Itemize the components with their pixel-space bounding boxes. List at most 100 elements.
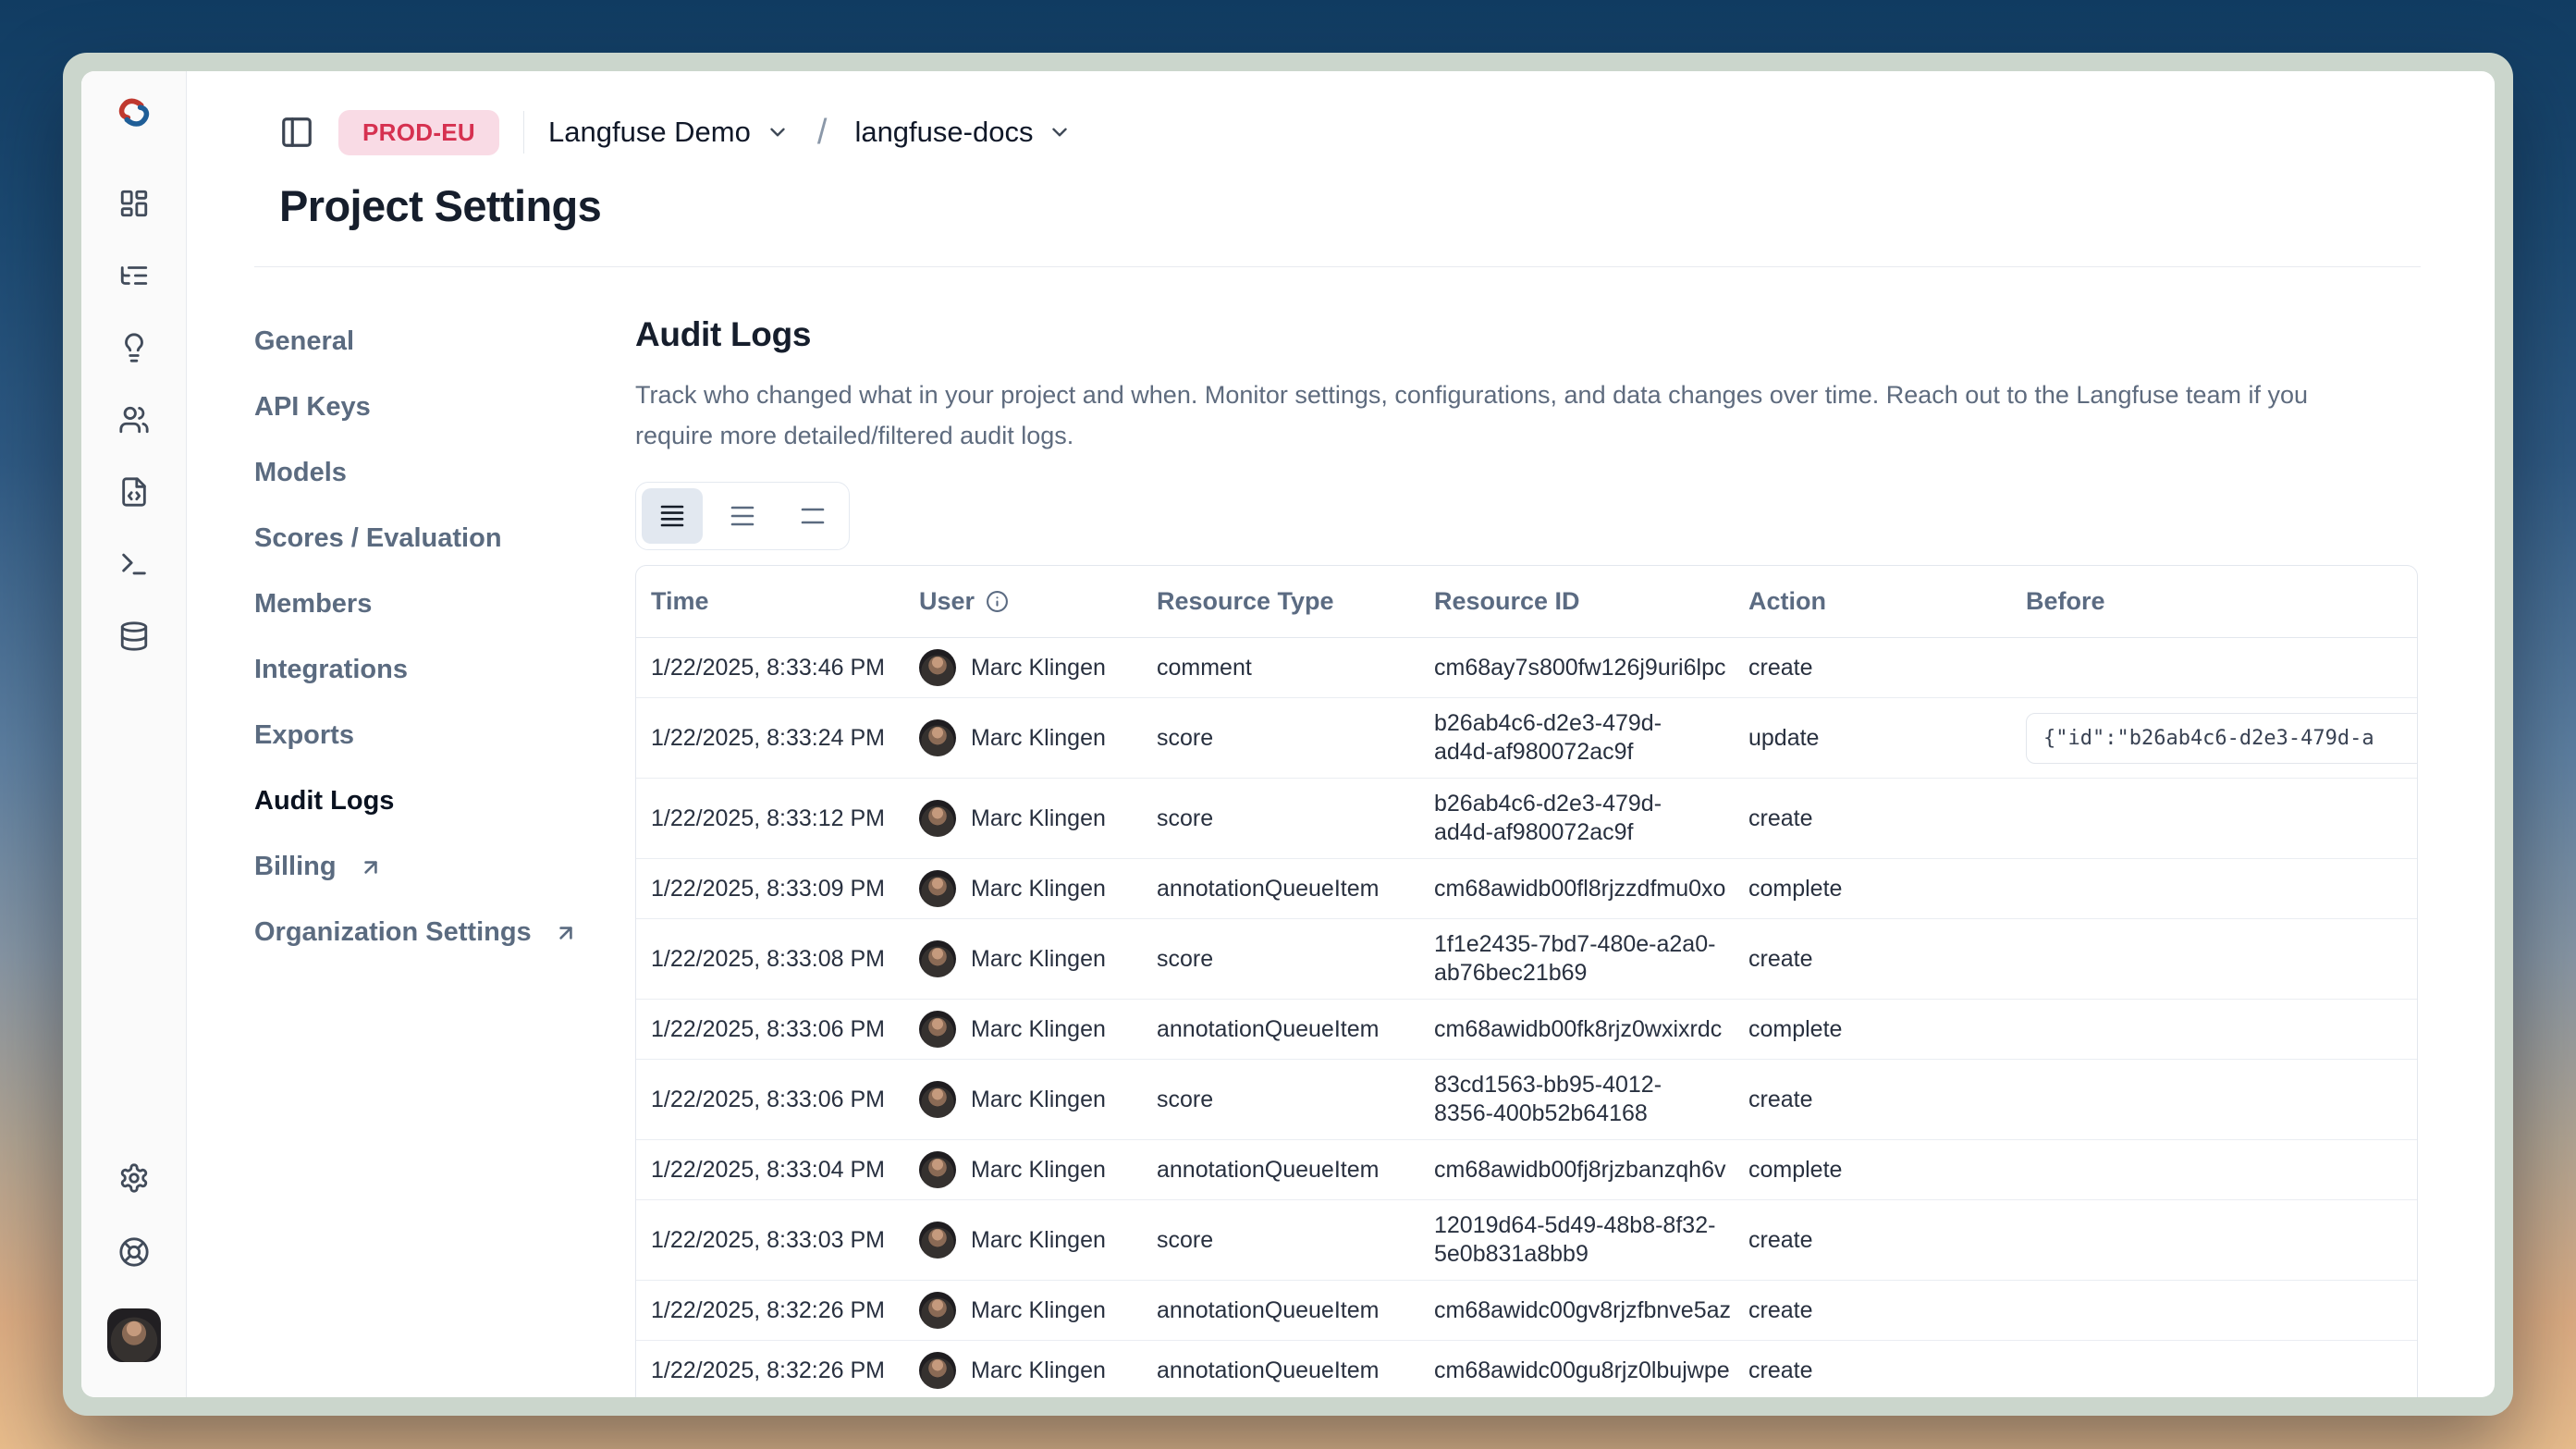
settings-gear-icon[interactable] bbox=[117, 1160, 152, 1196]
rail-bottom bbox=[106, 1160, 161, 1362]
breadcrumb-separator: / bbox=[816, 112, 828, 152]
support-lifebuoy-icon[interactable] bbox=[117, 1234, 152, 1270]
content-area: PROD-EU Langfuse Demo / langfuse-docs Pr… bbox=[187, 71, 2495, 1397]
audit-logs-panel: Audit Logs Track who changed what in you… bbox=[635, 267, 2418, 1397]
cell-action: create bbox=[1734, 1340, 2011, 1397]
database-icon[interactable] bbox=[117, 619, 152, 654]
cell-time: 1/22/2025, 8:33:03 PM bbox=[636, 1199, 904, 1281]
breadcrumb: PROD-EU Langfuse Demo / langfuse-docs bbox=[279, 108, 2421, 156]
user-name: Marc Klingen bbox=[971, 945, 1106, 972]
cell-before bbox=[2011, 1139, 2417, 1200]
section-title: Audit Logs bbox=[635, 315, 812, 353]
user-avatar bbox=[919, 800, 956, 837]
settings-nav-item[interactable]: Exports bbox=[254, 703, 635, 768]
column-header-user: User bbox=[904, 566, 1142, 638]
cell-action: update bbox=[1734, 697, 2011, 779]
cell-resource-id: cm68awidb00fl8rjzzdfmu0xo bbox=[1419, 858, 1734, 919]
playground-terminal-icon[interactable] bbox=[117, 546, 152, 582]
user-name: Marc Klingen bbox=[971, 1086, 1106, 1112]
cell-action: create bbox=[1734, 918, 2011, 1000]
cell-resource-type: score bbox=[1142, 1059, 1419, 1140]
langfuse-logo-icon[interactable] bbox=[116, 97, 153, 129]
settings-nav-item[interactable]: Billing bbox=[254, 834, 635, 900]
user-name: Marc Klingen bbox=[971, 1156, 1106, 1183]
settings-nav-item-label: API Keys bbox=[254, 392, 371, 422]
cell-before bbox=[2011, 999, 2417, 1060]
settings-nav-item-label: Scores / Evaluation bbox=[254, 523, 502, 553]
rows-medium-icon bbox=[730, 506, 754, 526]
project-selector[interactable]: langfuse-docs bbox=[854, 116, 1072, 149]
settings-nav-item[interactable]: Audit Logs bbox=[254, 768, 635, 834]
cell-user: Marc Klingen bbox=[904, 778, 1142, 859]
cell-before bbox=[2011, 637, 2417, 698]
settings-nav-item-label: Exports bbox=[254, 720, 354, 750]
icon-rail bbox=[81, 71, 187, 1397]
row-height-dense-button[interactable] bbox=[642, 488, 703, 544]
cell-resource-id: cm68awidc00gu8rjz0lbujwpe bbox=[1419, 1340, 1734, 1397]
cell-resource-id: cm68awidb00fj8rjzbanzqh6v bbox=[1419, 1139, 1734, 1200]
cell-action: create bbox=[1734, 1199, 2011, 1281]
user-name: Marc Klingen bbox=[971, 1296, 1106, 1323]
environment-badge: PROD-EU bbox=[338, 109, 499, 155]
settings-nav-item[interactable]: Members bbox=[254, 571, 635, 637]
cell-action: complete bbox=[1734, 1139, 2011, 1200]
cell-resource-type: comment bbox=[1142, 637, 1419, 698]
tracing-tree-icon[interactable] bbox=[117, 258, 152, 293]
cell-before bbox=[2011, 1059, 2417, 1140]
cell-user: Marc Klingen bbox=[904, 1340, 1142, 1397]
row-height-toggle-group bbox=[635, 482, 850, 550]
table-row: 1/22/2025, 8:33:03 PM Marc Klingen score bbox=[636, 1199, 2417, 1281]
row-height-tall-button[interactable] bbox=[782, 488, 843, 544]
cell-before: {"id":"b26ab4c6-d2e3-479d-a bbox=[2011, 697, 2417, 779]
cell-user: Marc Klingen bbox=[904, 697, 1142, 779]
column-header-before: Before bbox=[2011, 566, 2417, 638]
langfuse-app: PROD-EU Langfuse Demo / langfuse-docs Pr… bbox=[81, 71, 2495, 1397]
cell-action: complete bbox=[1734, 858, 2011, 919]
row-height-medium-button[interactable] bbox=[712, 488, 773, 544]
prompts-lightbulb-icon[interactable] bbox=[117, 330, 152, 365]
chevron-down-icon bbox=[770, 128, 785, 137]
cell-action: create bbox=[1734, 778, 2011, 859]
settings-nav-item-label: Billing bbox=[254, 852, 337, 881]
datasets-file-code-icon[interactable] bbox=[117, 474, 152, 510]
user-name: Marc Klingen bbox=[971, 1015, 1106, 1042]
user-avatar bbox=[919, 940, 956, 977]
rail-icon-stack bbox=[117, 186, 152, 654]
dashboard-icon[interactable] bbox=[117, 186, 152, 221]
user-avatar bbox=[919, 1352, 956, 1389]
cell-time: 1/22/2025, 8:33:08 PM bbox=[636, 918, 904, 1000]
cell-before bbox=[2011, 1199, 2417, 1281]
cell-time: 1/22/2025, 8:33:12 PM bbox=[636, 778, 904, 859]
table-row: 1/22/2025, 8:33:24 PM Marc Klingen score bbox=[636, 697, 2417, 779]
settings-nav-item[interactable]: API Keys bbox=[254, 375, 635, 440]
user-avatar[interactable] bbox=[106, 1308, 161, 1362]
settings-nav-item-label: Organization Settings bbox=[254, 917, 532, 947]
sidebar-toggle-icon[interactable] bbox=[279, 115, 314, 150]
external-link-icon bbox=[558, 926, 572, 939]
settings-nav-item[interactable]: General bbox=[254, 309, 635, 375]
settings-nav-item[interactable]: Organization Settings bbox=[254, 900, 635, 965]
cell-action: create bbox=[1734, 637, 2011, 698]
settings-nav-item[interactable]: Models bbox=[254, 440, 635, 506]
cell-time: 1/22/2025, 8:33:06 PM bbox=[636, 1059, 904, 1140]
external-link-icon bbox=[363, 860, 377, 874]
cell-time: 1/22/2025, 8:33:46 PM bbox=[636, 637, 904, 698]
cell-resource-type: score bbox=[1142, 918, 1419, 1000]
before-json-preview[interactable]: {"id":"b26ab4c6-d2e3-479d-a bbox=[2026, 712, 2417, 764]
cell-user: Marc Klingen bbox=[904, 637, 1142, 698]
cell-resource-id: 83cd1563-bb95-4012-8356-400b52b64168 bbox=[1419, 1059, 1734, 1140]
cell-resource-id: 1f1e2435-7bd7-480e-a2a0-ab76bec21b69 bbox=[1419, 918, 1734, 1000]
user-name: Marc Klingen bbox=[971, 1226, 1106, 1253]
settings-body: General API Keys Models bbox=[254, 267, 2495, 1397]
settings-nav-item[interactable]: Integrations bbox=[254, 637, 635, 703]
column-header-resource-id: Resource ID bbox=[1419, 566, 1734, 638]
org-selector[interactable]: Langfuse Demo bbox=[548, 116, 790, 149]
page-title: Project Settings bbox=[279, 181, 602, 230]
users-icon[interactable] bbox=[117, 402, 152, 437]
info-icon[interactable] bbox=[986, 590, 1009, 613]
user-name: Marc Klingen bbox=[971, 654, 1106, 681]
table-row: 1/22/2025, 8:33:06 PM Marc Klingen annot… bbox=[636, 999, 2417, 1060]
settings-nav-item[interactable]: Scores / Evaluation bbox=[254, 506, 635, 571]
user-name: Marc Klingen bbox=[971, 1357, 1106, 1383]
chevron-down-icon bbox=[1052, 128, 1068, 137]
